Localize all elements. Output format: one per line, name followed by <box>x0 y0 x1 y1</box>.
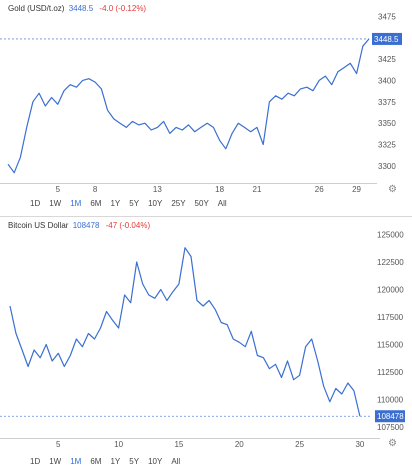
range-button-1m[interactable]: 1M <box>70 457 82 466</box>
range-button-10y[interactable]: 10Y <box>148 199 163 208</box>
gold-change: -4.0 (-0.12%) <box>99 4 147 13</box>
bitcoin-y-tick-label: 117500 <box>377 313 404 322</box>
bitcoin-name: Bitcoin US Dollar <box>8 221 69 230</box>
bitcoin-price-tag-text: 108478 <box>377 412 404 421</box>
bitcoin-price: 108478 <box>72 221 100 230</box>
range-button-1d[interactable]: 1D <box>30 199 41 208</box>
bitcoin-chart-panel: Bitcoin US Dollar 108478 -47 (-0.04%) 10… <box>0 216 412 471</box>
range-button-10y[interactable]: 10Y <box>148 457 163 466</box>
gold-price-tag-text: 3448.5 <box>374 35 399 44</box>
bitcoin-x-tick-label: 20 <box>235 440 244 449</box>
gold-y-tick-label: 3375 <box>378 98 396 107</box>
bitcoin-y-tick-label: 107500 <box>377 423 404 432</box>
range-button-all[interactable]: All <box>217 199 227 208</box>
range-button-5y[interactable]: 5Y <box>129 199 140 208</box>
gold-y-tick-label: 3300 <box>378 162 396 171</box>
range-button-5y[interactable]: 5Y <box>129 457 140 466</box>
range-button-50y[interactable]: 50Y <box>194 199 209 208</box>
bitcoin-title: Bitcoin US Dollar 108478 -47 (-0.04%) <box>8 221 150 230</box>
bitcoin-y-tick-label: 115000 <box>377 341 404 350</box>
range-button-1m[interactable]: 1M <box>70 199 82 208</box>
gear-icon[interactable]: ⚙ <box>388 438 397 449</box>
gold-x-tick-label: 26 <box>315 185 324 194</box>
gold-x-tick-label: 13 <box>153 185 162 194</box>
gold-x-tick-label: 18 <box>215 185 224 194</box>
gold-x-tick-label: 29 <box>352 185 361 194</box>
bitcoin-y-tick-label: 110000 <box>377 396 404 405</box>
gold-y-tick-label: 3350 <box>378 119 396 128</box>
range-button-1y[interactable]: 1Y <box>110 199 121 208</box>
gold-title: Gold (USD/t.oz) 3448.5 -4.0 (-0.12%) <box>8 4 146 13</box>
bitcoin-y-tick-label: 120000 <box>377 286 404 295</box>
gold-range-selector: 1D 1W 1M 6M 1Y 5Y 10Y 25Y 50Y All <box>30 199 227 208</box>
gear-icon[interactable]: ⚙ <box>388 184 397 195</box>
bitcoin-price-tag <box>375 410 405 423</box>
range-button-1d[interactable]: 1D <box>30 457 41 466</box>
bitcoin-chart[interactable]: 107500 110000 112500 115000 117500 120000 1225… <box>0 217 412 453</box>
gold-x-tick-label: 21 <box>253 185 262 194</box>
gold-price-line <box>7 38 370 174</box>
range-button-all[interactable]: All <box>171 457 181 466</box>
bitcoin-x-tick-label: 10 <box>114 440 123 449</box>
gold-y-tick-label: 3325 <box>378 141 396 150</box>
gold-chart[interactable]: 3300 3325 3350 3375 3400 3425 3475 5 8 13 18 21 26 29… <box>0 0 412 196</box>
range-button-1y[interactable]: 1Y <box>110 457 121 466</box>
gold-y-tick-label: 3475 <box>378 12 396 21</box>
bitcoin-x-tick-label: 30 <box>355 440 364 449</box>
bitcoin-price-line <box>9 247 361 417</box>
bitcoin-change: -47 (-0.04%) <box>105 221 151 230</box>
range-button-1w[interactable]: 1W <box>49 199 62 208</box>
gold-x-tick-label: 8 <box>93 185 98 194</box>
gold-y-tick-label: 3400 <box>378 76 396 85</box>
range-button-6m[interactable]: 6M <box>90 199 102 208</box>
gold-y-tick-label: 3425 <box>378 55 396 64</box>
bitcoin-range-selector: 1D 1W 1M 6M 1Y 5Y 10Y All <box>30 457 180 466</box>
gold-name: Gold (USD/t.oz) <box>8 4 65 13</box>
range-button-6m[interactable]: 6M <box>90 457 102 466</box>
gold-price: 3448.5 <box>68 4 94 13</box>
bitcoin-x-tick-label: 5 <box>56 440 61 449</box>
range-button-1w[interactable]: 1W <box>49 457 62 466</box>
range-button-25y[interactable]: 25Y <box>171 199 186 208</box>
bitcoin-x-tick-label: 25 <box>295 440 304 449</box>
gold-chart-panel: Gold (USD/t.oz) 3448.5 -4.0 (-0.12%) 330… <box>0 0 412 216</box>
bitcoin-x-tick-label: 15 <box>174 440 183 449</box>
gold-x-tick-label: 5 <box>56 185 61 194</box>
bitcoin-y-tick-label: 125000 <box>377 231 404 240</box>
bitcoin-y-tick-label: 112500 <box>377 368 404 377</box>
bitcoin-y-tick-label: 122500 <box>377 258 404 267</box>
gold-price-tag <box>372 32 402 45</box>
